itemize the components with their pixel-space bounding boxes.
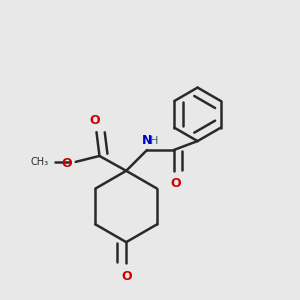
Text: O: O — [121, 270, 131, 284]
Text: O: O — [90, 114, 100, 127]
Text: O: O — [170, 177, 181, 190]
Text: O: O — [61, 157, 72, 170]
Text: N: N — [142, 134, 152, 147]
Text: H: H — [150, 136, 158, 146]
Text: CH₃: CH₃ — [31, 157, 49, 167]
